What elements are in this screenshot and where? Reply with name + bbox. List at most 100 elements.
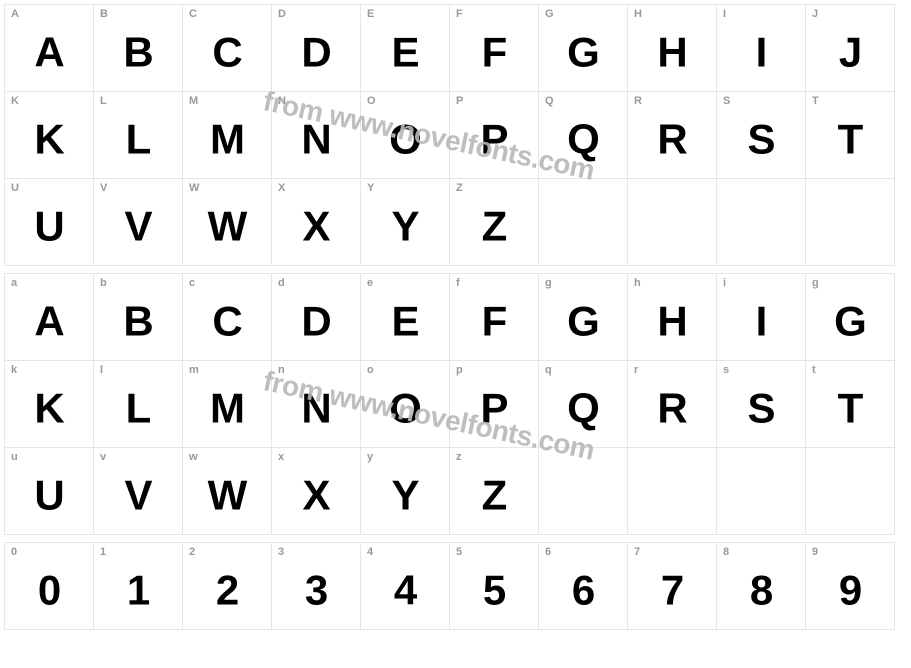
cell-label: 4	[367, 546, 373, 558]
cell-label: J	[812, 8, 818, 20]
glyph: I	[756, 28, 767, 76]
cell-label: D	[278, 8, 286, 20]
glyph: P	[480, 384, 507, 432]
glyph: D	[301, 297, 330, 345]
cell-label: H	[634, 8, 642, 20]
glyph-cell: JJ	[805, 4, 895, 92]
glyph: X	[302, 471, 329, 519]
glyph: R	[657, 384, 686, 432]
glyph: W	[208, 202, 247, 250]
glyph-cell: 55	[449, 542, 539, 630]
cell-label: G	[545, 8, 554, 20]
cell-label: u	[11, 451, 18, 463]
section-lowercase: aAbBcCdDeEfFgGhHiIgGkKlLmMnNoOpPqQrRsStT…	[4, 273, 911, 534]
glyph-cell: 22	[182, 542, 272, 630]
cell-label: h	[634, 277, 641, 289]
glyph-cell: yY	[360, 447, 450, 535]
glyph: O	[389, 384, 421, 432]
glyph-cell: 33	[271, 542, 361, 630]
glyph: 4	[394, 566, 416, 614]
glyph-cell: ZZ	[449, 178, 539, 266]
cell-label: o	[367, 364, 374, 376]
glyph: L	[126, 384, 151, 432]
glyph: D	[301, 28, 330, 76]
cell-label: i	[723, 277, 726, 289]
cell-label: N	[278, 95, 286, 107]
glyph-cell: dD	[271, 273, 361, 361]
glyph: 1	[127, 566, 149, 614]
cell-label: y	[367, 451, 373, 463]
glyph-cell: nN	[271, 360, 361, 448]
glyph-cell: QQ	[538, 91, 628, 179]
glyph-cell: FF	[449, 4, 539, 92]
glyph-cell: mM	[182, 360, 272, 448]
cell-label: P	[456, 95, 463, 107]
empty-cell	[716, 178, 806, 266]
glyph: 0	[38, 566, 60, 614]
cell-label: q	[545, 364, 552, 376]
empty-cell	[627, 447, 717, 535]
glyph: U	[34, 471, 63, 519]
glyph: 2	[216, 566, 238, 614]
glyph-cell: PP	[449, 91, 539, 179]
cell-label: 7	[634, 546, 640, 558]
glyph-cell: sS	[716, 360, 806, 448]
glyph: 5	[483, 566, 505, 614]
cell-label: B	[100, 8, 108, 20]
glyph: B	[123, 28, 152, 76]
glyph: A	[34, 28, 63, 76]
glyph: A	[34, 297, 63, 345]
glyph-cell: EE	[360, 4, 450, 92]
section-uppercase: AABBCCDDEEFFGGHHIIJJKKLLMMNNOOPPQQRRSSTT…	[4, 4, 911, 265]
glyph-cell: qQ	[538, 360, 628, 448]
glyph: S	[747, 115, 774, 163]
glyph-cell: zZ	[449, 447, 539, 535]
cell-label: 6	[545, 546, 551, 558]
glyph-cell: oO	[360, 360, 450, 448]
glyph-cell: fF	[449, 273, 539, 361]
cell-label: x	[278, 451, 284, 463]
glyph-cell: eE	[360, 273, 450, 361]
glyph-cell: 66	[538, 542, 628, 630]
glyph: C	[212, 28, 241, 76]
cell-label: Y	[367, 182, 374, 194]
glyph-cell: pP	[449, 360, 539, 448]
glyph-cell: 99	[805, 542, 895, 630]
glyph: G	[834, 297, 866, 345]
glyph: S	[747, 384, 774, 432]
glyph-cell: kK	[4, 360, 94, 448]
glyph: M	[210, 384, 244, 432]
cell-label: 0	[11, 546, 17, 558]
glyph-cell: gG	[538, 273, 628, 361]
glyph: N	[301, 384, 330, 432]
glyph: K	[34, 384, 63, 432]
glyph: V	[124, 471, 151, 519]
cell-label: f	[456, 277, 460, 289]
cell-label: X	[278, 182, 285, 194]
glyph: Z	[482, 202, 507, 250]
cell-label: k	[11, 364, 17, 376]
glyph-cell: UU	[4, 178, 94, 266]
glyph-cell: bB	[93, 273, 183, 361]
glyph-cell: MM	[182, 91, 272, 179]
glyph: N	[301, 115, 330, 163]
cell-label: t	[812, 364, 816, 376]
glyph-cell: lL	[93, 360, 183, 448]
empty-cell	[627, 178, 717, 266]
cell-label: g	[812, 277, 819, 289]
glyph: T	[838, 115, 863, 163]
glyph: E	[391, 28, 418, 76]
glyph-cell: GG	[538, 4, 628, 92]
cell-label: w	[189, 451, 198, 463]
cell-label: W	[189, 182, 199, 194]
cell-label: Z	[456, 182, 463, 194]
glyph-cell: cC	[182, 273, 272, 361]
glyph: Y	[391, 202, 418, 250]
cell-label: m	[189, 364, 199, 376]
glyph-row: AABBCCDDEEFFGGHHIIJJ	[4, 4, 911, 91]
glyph-row: uUvVwWxXyYzZ	[4, 447, 911, 534]
glyph-cell: LL	[93, 91, 183, 179]
glyph-cell: RR	[627, 91, 717, 179]
glyph: M	[210, 115, 244, 163]
cell-label: 5	[456, 546, 462, 558]
